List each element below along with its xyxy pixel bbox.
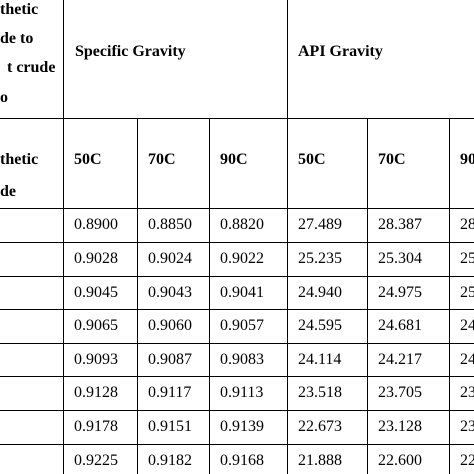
cell: 0.9182 bbox=[148, 452, 192, 469]
cell: 24.681 bbox=[378, 317, 422, 334]
column-border bbox=[63, 0, 64, 474]
cell: 0.8820 bbox=[220, 216, 264, 233]
cell: 24.114 bbox=[298, 350, 342, 368]
column-header: 70C bbox=[378, 151, 406, 168]
cell: 0.9093 bbox=[74, 350, 118, 368]
column-header: 70C bbox=[148, 151, 176, 168]
cell: 22.673 bbox=[298, 418, 342, 435]
row-label-subheader: de bbox=[0, 183, 16, 200]
cell: 0.9151 bbox=[148, 418, 192, 435]
column-border bbox=[449, 118, 450, 474]
cell: 23.128 bbox=[378, 418, 422, 435]
row-border bbox=[0, 276, 474, 277]
cell: 0.9060 bbox=[148, 317, 192, 334]
cell: 23 bbox=[460, 418, 474, 435]
cell: 0.9117 bbox=[148, 384, 192, 401]
cell: 0.9043 bbox=[148, 283, 192, 301]
row-border bbox=[0, 118, 474, 119]
cell: 0.9168 bbox=[220, 452, 264, 469]
cell: 0.9022 bbox=[220, 250, 264, 267]
row-border bbox=[0, 309, 474, 310]
row-border bbox=[0, 444, 474, 445]
cell: 24.940 bbox=[298, 283, 342, 301]
group-header: Specific Gravity bbox=[75, 43, 186, 60]
cell: 0.9057 bbox=[220, 317, 264, 334]
cell: 23.705 bbox=[378, 384, 422, 401]
row-label-header: de to bbox=[0, 30, 34, 47]
cell: 0.8850 bbox=[148, 216, 192, 233]
cell: 0.9128 bbox=[74, 384, 118, 401]
cell: 28.387 bbox=[378, 216, 422, 233]
cell: 0.9024 bbox=[148, 250, 192, 267]
row-label-subheader: thetic bbox=[0, 151, 39, 168]
row-border bbox=[0, 208, 474, 209]
column-header: 50C bbox=[74, 151, 102, 168]
cell: 0.9139 bbox=[220, 418, 264, 435]
column-border bbox=[287, 0, 288, 474]
row-border bbox=[0, 343, 474, 344]
row-label-header: thetic bbox=[0, 1, 39, 18]
column-border bbox=[137, 118, 138, 474]
cell: 0.8900 bbox=[74, 216, 118, 233]
cell: 0.9041 bbox=[220, 283, 264, 301]
cell: 24.595 bbox=[298, 317, 342, 334]
cell: 22.600 bbox=[378, 452, 422, 469]
cell: 25 bbox=[460, 250, 474, 267]
cell: 24 bbox=[460, 350, 474, 368]
cell: 0.9065 bbox=[74, 317, 118, 334]
row-border bbox=[0, 410, 474, 411]
cell: 25 bbox=[460, 283, 474, 301]
cell: 0.9225 bbox=[74, 452, 118, 469]
cell: 28 bbox=[460, 216, 474, 233]
column-header: 90C bbox=[220, 151, 248, 168]
cell: 24 bbox=[460, 317, 474, 334]
cell: 22 bbox=[460, 452, 474, 469]
cell: 0.9083 bbox=[220, 350, 264, 368]
cell: 27.489 bbox=[298, 216, 342, 233]
row-border bbox=[0, 376, 474, 377]
cell: 23.518 bbox=[298, 384, 342, 401]
group-header: API Gravity bbox=[298, 43, 383, 60]
cell: 0.9087 bbox=[148, 350, 192, 368]
cell: 25.235 bbox=[298, 250, 342, 267]
cell: 21.888 bbox=[298, 452, 342, 469]
column-border bbox=[367, 118, 368, 474]
cell: 0.9113 bbox=[220, 384, 264, 401]
cell: 24.975 bbox=[378, 283, 422, 301]
cell: 25.304 bbox=[378, 250, 422, 267]
cell: 0.9178 bbox=[74, 418, 118, 435]
column-header: 50C bbox=[298, 151, 326, 168]
column-header: 90 bbox=[460, 151, 474, 168]
cell: 0.9045 bbox=[74, 283, 118, 301]
row-border bbox=[0, 242, 474, 243]
cell: 23 bbox=[460, 384, 474, 401]
row-label-header: o bbox=[0, 89, 8, 106]
row-label-header: t crude bbox=[7, 59, 56, 76]
cell: 0.9028 bbox=[74, 250, 118, 267]
cell: 24.217 bbox=[378, 350, 422, 368]
column-border bbox=[209, 118, 210, 474]
